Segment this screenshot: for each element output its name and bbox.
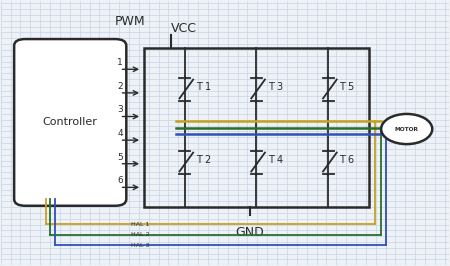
Text: GND: GND <box>235 226 264 239</box>
Text: 4: 4 <box>117 129 123 138</box>
Text: Controller: Controller <box>43 117 98 127</box>
Text: T 5: T 5 <box>339 82 355 92</box>
Text: T 1: T 1 <box>196 82 211 92</box>
Bar <box>144 48 369 207</box>
Text: 5: 5 <box>117 153 123 162</box>
Text: HAL 3: HAL 3 <box>131 243 149 248</box>
Text: VCC: VCC <box>171 22 197 35</box>
Text: HAL 1: HAL 1 <box>131 222 149 227</box>
Text: T 2: T 2 <box>196 155 211 165</box>
FancyBboxPatch shape <box>14 39 126 206</box>
Text: T 6: T 6 <box>339 155 355 165</box>
Text: 2: 2 <box>117 82 123 91</box>
Text: 6: 6 <box>117 176 123 185</box>
Text: T 3: T 3 <box>268 82 283 92</box>
Text: HAL 2: HAL 2 <box>131 232 149 237</box>
Text: T 4: T 4 <box>268 155 283 165</box>
Text: PWM: PWM <box>115 15 146 28</box>
Text: 3: 3 <box>117 105 123 114</box>
Circle shape <box>381 114 432 144</box>
Text: 1: 1 <box>117 58 123 67</box>
Text: MOTOR: MOTOR <box>395 127 418 131</box>
